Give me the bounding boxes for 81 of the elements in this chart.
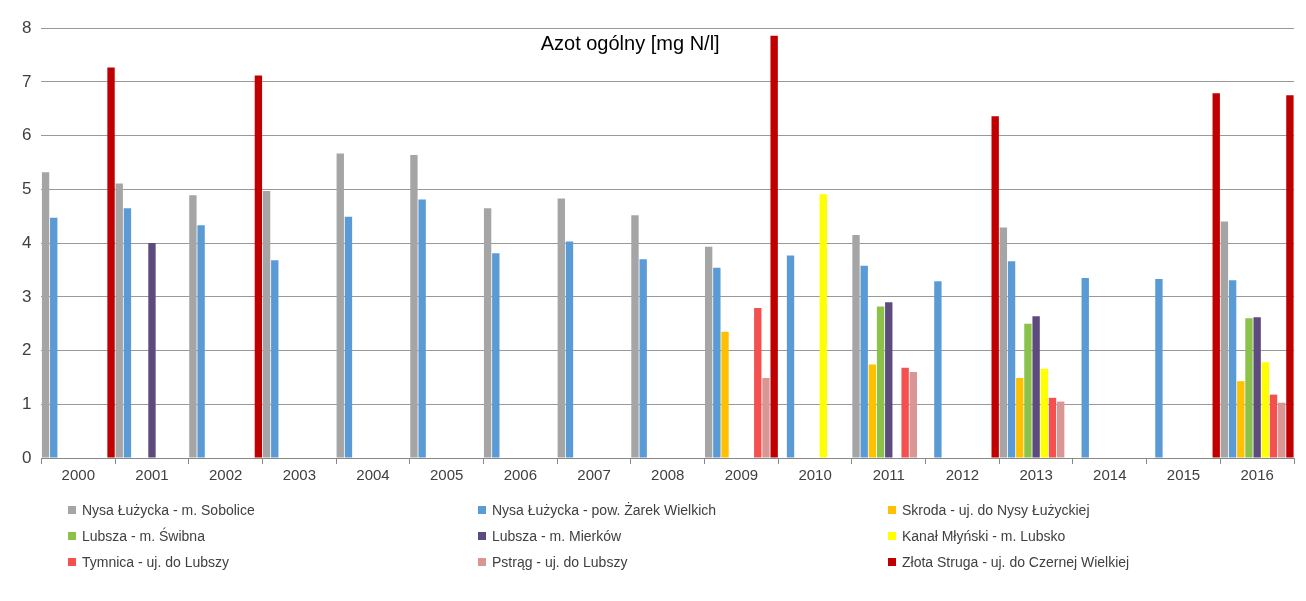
bar — [1286, 95, 1294, 458]
bar — [713, 267, 721, 458]
x-tick-label: 2006 — [503, 466, 538, 484]
y-tick-label: 1 — [21, 393, 32, 413]
x-tick-label: 2004 — [356, 466, 390, 484]
y-tick-label: 7 — [21, 71, 32, 91]
bar — [1228, 280, 1237, 458]
bar — [197, 225, 205, 458]
bar — [1253, 317, 1261, 458]
x-tick-label: 2015 — [1166, 466, 1201, 484]
bar — [271, 260, 279, 458]
legend-label: Nysa Łużycka - m. Sobolice — [82, 502, 255, 518]
x-tick-label: 2001 — [135, 466, 169, 484]
bar — [901, 367, 909, 458]
x-tick-label: 2016 — [1240, 466, 1274, 484]
x-tick-label: 2012 — [945, 466, 980, 484]
bar — [1081, 278, 1089, 458]
legend-label: Złota Struga - uj. do Czernej Wielkiej — [902, 554, 1130, 570]
bar — [762, 377, 770, 458]
bar — [418, 199, 426, 458]
bar — [885, 302, 893, 458]
bar — [107, 67, 115, 458]
bar — [1245, 318, 1253, 458]
bar — [1237, 381, 1245, 458]
legend-label: Skroda - uj. do Nysy Łużyckiej — [902, 502, 1090, 518]
bar — [876, 306, 885, 458]
legend-label: Pstrąg - uj. do Lubszy — [492, 554, 628, 570]
y-tick-label: 3 — [21, 286, 32, 306]
bar — [50, 217, 58, 458]
bar — [868, 364, 877, 458]
x-tick-label: 2007 — [577, 466, 611, 484]
y-tick-label: 8 — [21, 17, 32, 37]
y-tick-label: 6 — [21, 125, 32, 145]
bar — [344, 216, 353, 458]
bar — [1016, 377, 1024, 458]
bar — [1032, 316, 1040, 458]
bar — [148, 243, 156, 458]
x-tick-label: 2009 — [724, 466, 759, 484]
bar — [1155, 279, 1163, 458]
y-tick-label: 5 — [21, 179, 32, 199]
bar — [770, 35, 778, 458]
x-tick-label: 2014 — [1093, 466, 1127, 484]
x-tick-label: 2013 — [1019, 466, 1053, 484]
x-tick-label: 2011 — [872, 466, 905, 484]
bar — [1040, 368, 1048, 458]
x-tick-label: 2005 — [430, 466, 464, 484]
bar — [1024, 323, 1032, 458]
bar — [1007, 261, 1016, 458]
bar — [123, 208, 132, 458]
bar — [1212, 93, 1220, 458]
bar — [721, 331, 729, 458]
bar — [1048, 397, 1057, 458]
legend-label: Lubsza - m. Świbna — [82, 528, 205, 544]
bar — [934, 281, 942, 458]
bar — [492, 253, 500, 458]
bar — [1057, 401, 1065, 458]
bar — [639, 259, 647, 458]
bar — [819, 194, 827, 458]
bar — [1278, 402, 1286, 458]
x-tick-label: 2010 — [798, 466, 832, 484]
legend-label: Nysa Łużycka - pow. Żarek Wielkich — [492, 502, 717, 518]
bar — [565, 241, 574, 458]
bar — [991, 116, 999, 458]
x-tick-label: 2008 — [651, 466, 685, 484]
bar — [1269, 394, 1278, 458]
y-tick-label: 4 — [21, 232, 32, 252]
bar — [254, 75, 263, 458]
x-tick-label: 2003 — [282, 466, 317, 484]
bar — [786, 255, 795, 458]
bar — [754, 308, 762, 458]
x-tick-label: 2000 — [61, 466, 95, 484]
legend-label: Tymnica - uj. do Lubszy — [82, 554, 230, 570]
bar — [909, 372, 918, 458]
legend-label: Lubsza - m. Mierków — [492, 528, 622, 544]
bar — [1261, 362, 1270, 458]
y-tick-label: 2 — [21, 340, 32, 360]
x-tick-label: 2002 — [208, 466, 243, 484]
legend-label: Kanał Młyński - m. Lubsko — [902, 528, 1066, 544]
chart-title: Azot ogólny [mg N/l] — [540, 31, 720, 54]
y-tick-label: 0 — [21, 447, 32, 467]
bar — [860, 265, 868, 458]
